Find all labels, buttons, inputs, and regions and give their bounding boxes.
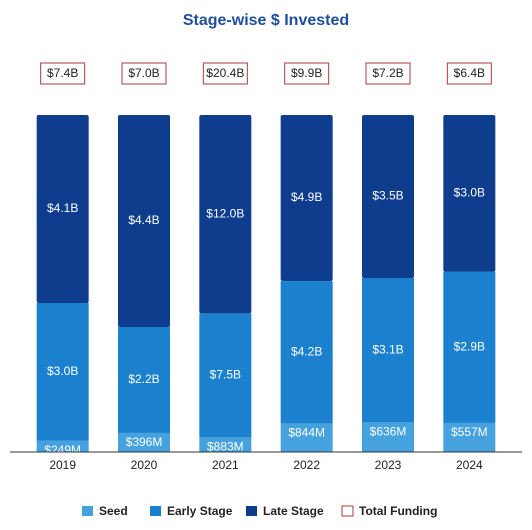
- bar-segment: [280, 281, 333, 424]
- total-box: [121, 62, 167, 85]
- bar-segment: [118, 115, 170, 327]
- bar-segment: [199, 313, 252, 438]
- legend-label: Early Stage: [167, 504, 233, 518]
- legend-swatch: [341, 505, 354, 517]
- legend-label: Seed: [99, 504, 128, 518]
- bar-segment: [280, 423, 333, 452]
- bar-segment: [362, 422, 414, 452]
- value-label: $12.0B: [206, 206, 244, 220]
- total-label: $7.4B: [47, 66, 78, 80]
- x-tick-label: 2020: [131, 458, 158, 472]
- value-label: $636M: [370, 425, 407, 439]
- total-box: [40, 62, 86, 85]
- value-label: $3.5B: [372, 189, 403, 203]
- bar-segment: [118, 432, 170, 452]
- value-label: $4.9B: [291, 190, 322, 204]
- value-label: $557M: [451, 425, 488, 439]
- bar-segment: [118, 326, 170, 433]
- total-box: [202, 62, 248, 85]
- bar-segment: [36, 303, 89, 441]
- value-label: $3.1B: [372, 342, 403, 356]
- total-label: $7.0B: [128, 66, 159, 80]
- total-box: [365, 62, 411, 85]
- legend-label: Late Stage: [263, 504, 324, 518]
- x-tick-label: 2021: [212, 458, 239, 472]
- value-label: $249M: [44, 443, 81, 457]
- bar-segment: [199, 115, 252, 314]
- legend-label: Total Funding: [359, 504, 437, 518]
- bar-segment: [362, 278, 414, 423]
- bar-segment: [36, 440, 89, 452]
- value-label: $3.0B: [454, 185, 485, 199]
- total-label: $20.4B: [206, 66, 244, 80]
- value-label: $2.2B: [128, 372, 159, 386]
- x-tick-label: 2023: [375, 458, 402, 472]
- value-label: $4.4B: [128, 213, 159, 227]
- chart-title: Stage-wise $ Invested: [183, 12, 349, 29]
- value-label: $844M: [288, 426, 325, 440]
- value-label: $4.1B: [47, 201, 78, 215]
- x-tick-label: 2024: [456, 458, 483, 472]
- bar-segment: [362, 115, 414, 279]
- value-label: $2.9B: [454, 339, 485, 353]
- legend-swatch: [82, 506, 93, 516]
- value-label: $7.5B: [210, 368, 241, 382]
- value-label: $4.2B: [291, 344, 322, 358]
- bar-segment: [443, 422, 496, 452]
- bar-segment: [199, 437, 252, 452]
- x-tick-label: 2019: [49, 458, 76, 472]
- total-label: $9.9B: [291, 66, 322, 80]
- bar-segment: [280, 115, 333, 282]
- total-label: $6.4B: [454, 66, 485, 80]
- total-box: [446, 62, 492, 85]
- value-label: $3.0B: [47, 364, 78, 378]
- bar-segment: [36, 115, 89, 304]
- total-label: $7.2B: [372, 66, 403, 80]
- bar-segment: [443, 271, 496, 423]
- value-label: $883M: [207, 440, 244, 454]
- legend-swatch: [150, 506, 161, 516]
- legend-swatch: [246, 506, 257, 516]
- total-box: [284, 62, 330, 85]
- x-tick-label: 2022: [293, 458, 320, 472]
- value-label: $396M: [126, 435, 163, 449]
- bar-segment: [443, 115, 496, 272]
